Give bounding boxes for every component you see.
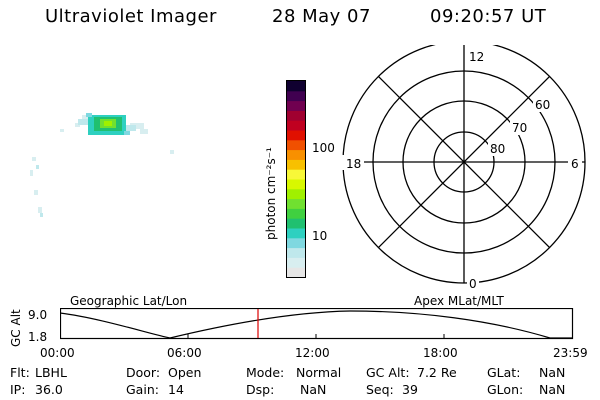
color-bar-band: [287, 159, 305, 170]
glon-value: NaN: [539, 382, 566, 397]
color-bar-band: [287, 169, 305, 180]
mlt-label-18: 18: [346, 157, 361, 171]
gc-alt-value: 7.2 Re: [417, 365, 457, 380]
color-bar: [286, 80, 306, 278]
color-bar-gradient: [287, 81, 305, 277]
instrument-title: Ultraviolet Imager: [45, 6, 217, 27]
color-bar-band: [287, 100, 305, 111]
glon-label: GLon:: [487, 382, 524, 397]
dsp-label: Dsp:: [246, 382, 275, 397]
color-bar-band: [287, 237, 305, 249]
color-bar-band: [287, 110, 305, 121]
orbit-right-title: Apex MLat/MLT: [414, 294, 504, 308]
colorbar-unit-label: photon cm⁻²s⁻¹: [264, 147, 278, 240]
polar-plot: 12 18 6 0 60 70 80: [342, 45, 586, 291]
gain-value: 14: [168, 382, 184, 397]
mlt-label-6: 6: [571, 157, 579, 171]
orbit-frame: [60, 308, 574, 340]
date-label: 28 May 07: [272, 6, 371, 27]
mode-label: Mode:: [246, 365, 285, 380]
colorbar-tick-10: 10: [312, 229, 328, 243]
colorbar-tick-100: 100: [312, 141, 335, 155]
color-bar-band: [287, 130, 305, 141]
orbit-y-min: 1.8: [28, 330, 48, 344]
lat-label-80: 80: [490, 142, 505, 156]
color-bar-band: [287, 90, 305, 102]
orbit-altitude-curve: [60, 310, 572, 339]
orbit-x-tick-0000: 00:00: [40, 346, 75, 360]
orbit-x-tick-1200: 12:00: [295, 346, 330, 360]
color-bar-band: [287, 228, 305, 239]
door-label: Door:: [126, 365, 161, 380]
color-bar-band: [287, 247, 305, 258]
seq-label: Seq:: [366, 382, 394, 397]
mlt-label-0: 0: [469, 277, 477, 291]
door-value: Open: [168, 365, 202, 380]
orbit-y-max: 9.0: [28, 308, 48, 322]
orbit-x-tick-1800: 18:00: [423, 346, 458, 360]
flt-label: Flt:: [10, 365, 30, 380]
auroral-image: [30, 113, 174, 217]
color-bar-band: [287, 188, 305, 200]
glat-value: NaN: [539, 365, 566, 380]
gc-alt-label: GC Alt:: [366, 365, 410, 380]
color-bar-band: [287, 198, 305, 209]
orbit-plot: [60, 308, 574, 340]
mode-value: Normal: [296, 365, 342, 380]
flt-value: LBHL: [35, 365, 67, 380]
dsp-value: NaN: [300, 382, 327, 397]
color-bar-band: [287, 139, 305, 151]
lat-label-60: 60: [535, 98, 550, 112]
time-label: 09:20:57 UT: [430, 6, 547, 27]
glat-label: GLat:: [487, 365, 521, 380]
color-bar-band: [287, 218, 305, 229]
color-bar-band: [287, 149, 305, 160]
color-bar-band: [287, 208, 305, 219]
color-bar-band: [287, 257, 305, 268]
color-bar-band: [287, 179, 305, 190]
ip-value: 36.0: [35, 382, 63, 397]
orbit-x-tick-0600: 06:00: [167, 346, 202, 360]
mlt-label-12: 12: [469, 50, 484, 64]
orbit-x-tick-2359: 23:59: [553, 346, 588, 360]
polar-diagonal-2: [377, 75, 551, 249]
color-bar-band: [287, 120, 305, 131]
lat-label-70: 70: [512, 121, 527, 135]
seq-value: 39: [402, 382, 418, 397]
ip-label: IP:: [10, 382, 26, 397]
orbit-axis-label: GC Alt: [9, 309, 23, 347]
color-bar-band: [287, 81, 305, 92]
color-bar-band: [287, 267, 305, 277]
gain-label: Gain:: [126, 382, 159, 397]
orbit-left-title: Geographic Lat/Lon: [70, 294, 188, 308]
